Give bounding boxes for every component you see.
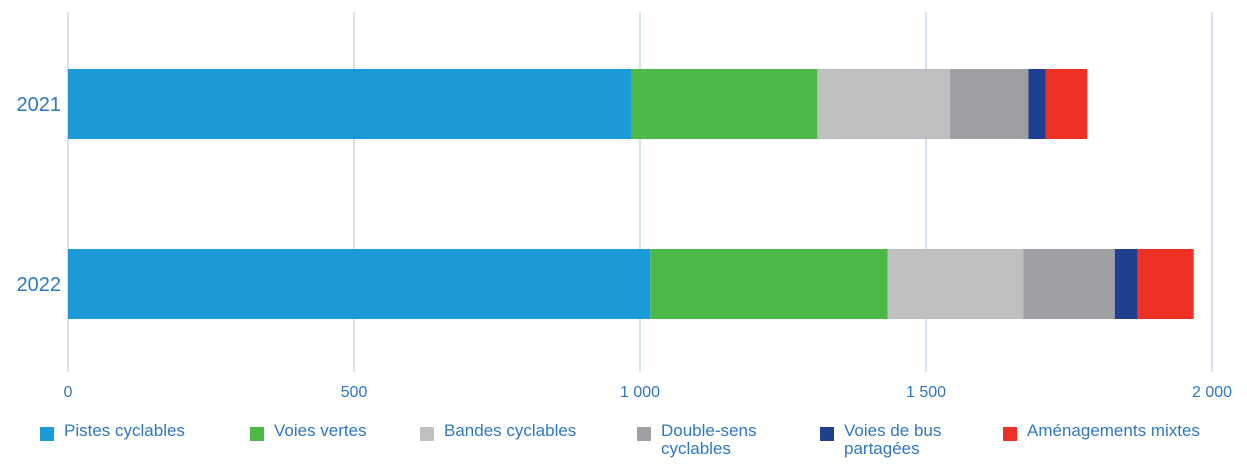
legend-label-double-sens: Double-sens cyclables	[661, 421, 757, 458]
bar-segment-2022-series-3	[1023, 249, 1115, 319]
bar-segment-2021-series-2	[817, 69, 951, 139]
legend-label-bandes-cyclables: Bandes cyclables	[444, 421, 577, 440]
bar-segment-2021-series-4	[1028, 69, 1046, 139]
legend-item-amenagements-mixtes: Aménagements mixtes	[1003, 422, 1200, 441]
legend-label-voies-de-bus: Voies de bus partagées	[844, 421, 942, 458]
bar-segment-2022-series-5	[1137, 249, 1194, 319]
bar-segment-2021-series-1	[631, 69, 818, 139]
legend-swatch-voies-vertes	[250, 427, 264, 441]
bar-segment-2021-series-5	[1045, 69, 1088, 139]
x-tick-label-4: 2 000	[1192, 384, 1232, 401]
legend-swatch-bandes-cyclables	[420, 427, 434, 441]
bar-segment-2022-series-1	[650, 249, 888, 319]
legend-item-voies-de-bus: Voies de bus partagées	[820, 422, 941, 458]
bar-segment-2022-series-0	[68, 249, 651, 319]
legend-item-bandes-cyclables: Bandes cyclables	[420, 422, 576, 441]
category-label-2021: 2021	[17, 94, 62, 116]
chart-plot: 0 500 1 000 1 500 2 000 2021 2022	[17, 12, 1232, 401]
chart-legend: Pistes cyclables Voies vertes Bandes cyc…	[0, 422, 1247, 465]
x-tick-label-1: 500	[341, 384, 368, 401]
bar-segment-2022-series-2	[887, 249, 1024, 319]
bar-segment-2021-series-0	[68, 69, 632, 139]
legend-swatch-amenagements-mixtes	[1003, 427, 1017, 441]
legend-swatch-pistes-cyclables	[40, 427, 54, 441]
legend-item-voies-vertes: Voies vertes	[250, 422, 367, 441]
legend-label-voies-vertes: Voies vertes	[274, 421, 367, 440]
x-tick-label-0: 0	[64, 384, 73, 401]
bar-segment-2021-series-3	[950, 69, 1029, 139]
x-tick-label-2: 1 000	[620, 384, 660, 401]
legend-swatch-voies-de-bus	[820, 427, 834, 441]
legend-swatch-double-sens	[637, 427, 651, 441]
legend-item-double-sens: Double-sens cyclables	[637, 422, 756, 458]
legend-label-amenagements-mixtes: Aménagements mixtes	[1027, 421, 1200, 440]
bar-segment-2022-series-4	[1114, 249, 1138, 319]
legend-label-pistes-cyclables: Pistes cyclables	[64, 421, 185, 440]
category-label-2022: 2022	[17, 274, 62, 296]
legend-item-pistes-cyclables: Pistes cyclables	[40, 422, 185, 441]
x-tick-label-3: 1 500	[906, 384, 946, 401]
